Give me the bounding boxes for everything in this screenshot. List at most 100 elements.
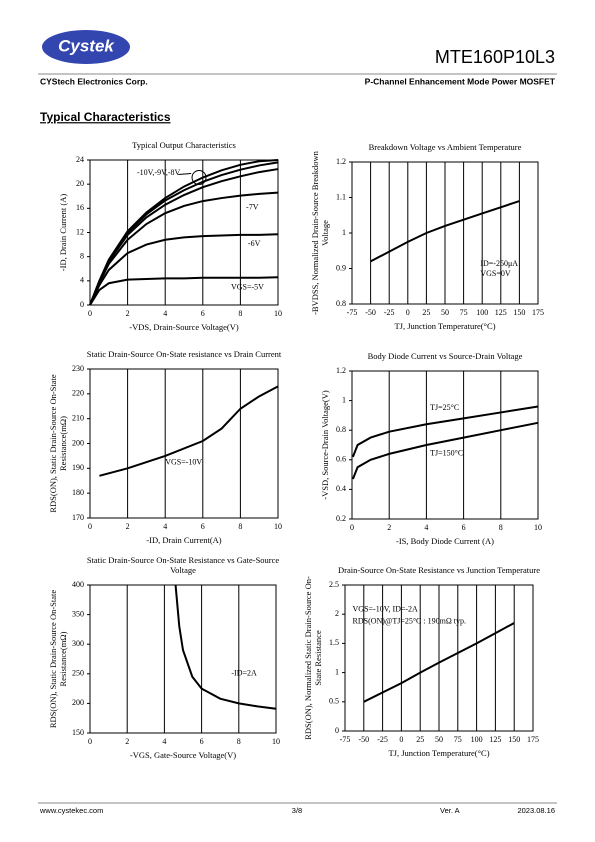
x-axis-label: TJ, Junction Temperature(°C) <box>394 321 495 331</box>
y-tick-label: 400 <box>72 580 84 589</box>
y-tick-label: 200 <box>72 438 84 447</box>
y-axis-label: RDS(ON), Static Drain-Source On-State <box>48 590 58 729</box>
x-tick-label: -50 <box>365 308 376 317</box>
y-tick-label: 2.5 <box>329 580 339 589</box>
data-line <box>363 622 515 703</box>
x-tick-label: 8 <box>238 522 242 531</box>
y-tick-label: 200 <box>72 698 84 707</box>
annotation: -10V,-9V,-8V <box>137 168 180 177</box>
y-tick-label: 1.5 <box>329 638 339 647</box>
x-tick-label: 4 <box>163 522 167 531</box>
x-tick-label: 10 <box>274 522 282 531</box>
chart-title: Static Drain-Source On-State resistance … <box>87 349 282 359</box>
y-tick-label: 180 <box>72 488 84 497</box>
x-axis-label: TJ, Junction Temperature(°C) <box>388 748 489 758</box>
x-tick-label: 2 <box>387 523 391 532</box>
chart-title: Static Drain-Source On-State Resistance … <box>87 555 280 565</box>
annotation: -6V <box>248 239 261 248</box>
highlight-circle <box>191 170 207 186</box>
pointer-arrow <box>178 173 192 175</box>
annotation: -ID=2A <box>231 669 257 678</box>
y-tick-label: 230 <box>72 364 84 373</box>
y-tick-label: 0.9 <box>336 263 346 272</box>
logo: Cystek <box>58 36 115 55</box>
section-title: Typical Characteristics <box>40 110 171 124</box>
x-tick-label: 2 <box>125 737 129 746</box>
x-tick-label: 50 <box>441 308 449 317</box>
chart-title: Typical Output Characteristics <box>132 140 236 150</box>
y-axis-label: Voltage <box>320 220 330 246</box>
x-tick-label: 10 <box>272 737 280 746</box>
x-tick-label: 8 <box>499 523 503 532</box>
chart-title: Body Diode Current vs Source-Drain Volta… <box>368 351 523 361</box>
company: CYStech Electronics Corp. <box>40 76 148 86</box>
x-tick-label: 125 <box>489 735 501 744</box>
data-line <box>351 421 539 480</box>
x-tick-label: 75 <box>454 735 462 744</box>
x-tick-label: 0 <box>88 522 92 531</box>
x-tick-label: 2 <box>126 522 130 531</box>
chart-title: Breakdown Voltage vs Ambient Temperature <box>369 142 522 152</box>
annotation: ID=-250μA <box>480 259 518 268</box>
x-tick-label: -75 <box>340 735 351 744</box>
annotation: VGS=-10V, ID=-2A <box>353 605 419 614</box>
y-tick-label: 0.4 <box>336 484 346 493</box>
x-tick-label: 175 <box>532 308 544 317</box>
data-line <box>174 584 277 710</box>
annotation: VGS=-10V <box>165 458 202 467</box>
y-axis-label: Resistance(mΩ) <box>58 416 68 471</box>
x-tick-label: 0 <box>88 309 92 318</box>
y-tick-label: 210 <box>72 413 84 422</box>
y-axis-label: Resistance(mΩ) <box>58 631 68 686</box>
version: Ver. A <box>440 806 460 815</box>
x-tick-label: 175 <box>527 735 539 744</box>
y-tick-label: 220 <box>72 389 84 398</box>
y-tick-label: 1 <box>342 395 346 404</box>
y-tick-label: 2 <box>335 609 339 618</box>
y-axis-label: -VSD, Source-Drain Voltage(V) <box>320 390 330 500</box>
x-tick-label: 125 <box>495 308 507 317</box>
y-tick-label: 1.1 <box>336 192 346 201</box>
y-tick-label: 300 <box>72 639 84 648</box>
y-tick-label: 170 <box>72 513 84 522</box>
x-axis-label: -IS, Body Diode Current (A) <box>396 536 494 546</box>
x-tick-label: 6 <box>201 309 205 318</box>
annotation: VGS=-5V <box>231 282 264 291</box>
y-axis-label: -BVDSS, Normalized Drain-Source Breakdow… <box>310 150 320 315</box>
x-tick-label: 75 <box>460 308 468 317</box>
x-axis-label: -VDS, Drain-Source Voltage(V) <box>129 322 239 332</box>
y-tick-label: 0 <box>80 300 84 309</box>
y-tick-label: 1 <box>342 228 346 237</box>
y-tick-label: 16 <box>76 203 84 212</box>
x-tick-label: -25 <box>384 308 395 317</box>
y-tick-label: 24 <box>76 155 84 164</box>
x-tick-label: 0 <box>350 523 354 532</box>
y-axis-label: RDS(ON), Static Drain-Source On-State <box>48 374 58 513</box>
chart-title: Drain-Source On-State Resistance vs Junc… <box>338 565 540 575</box>
y-tick-label: 0 <box>335 726 339 735</box>
y-tick-label: 1.2 <box>336 157 346 166</box>
website: www.cystekec.com <box>39 806 103 815</box>
x-tick-label: 0 <box>399 735 403 744</box>
y-tick-label: 8 <box>80 251 84 260</box>
data-line <box>370 200 520 263</box>
y-tick-label: 1.2 <box>336 366 346 375</box>
data-line <box>89 191 279 306</box>
y-tick-label: 20 <box>76 179 84 188</box>
x-tick-label: -25 <box>377 735 388 744</box>
x-tick-label: 100 <box>471 735 483 744</box>
page-number: 3/8 <box>292 806 302 815</box>
y-axis-label: RDS(ON), Normalized Static Drain-Source … <box>303 576 313 740</box>
data-line <box>351 405 539 458</box>
x-tick-label: 8 <box>238 309 242 318</box>
x-tick-label: 10 <box>274 309 282 318</box>
y-tick-label: 190 <box>72 463 84 472</box>
x-tick-label: 4 <box>162 737 166 746</box>
y-tick-label: 12 <box>76 227 84 236</box>
x-tick-label: 6 <box>462 523 466 532</box>
x-tick-label: 25 <box>422 308 430 317</box>
x-tick-label: 6 <box>201 522 205 531</box>
x-tick-label: 150 <box>513 308 525 317</box>
x-tick-label: 50 <box>435 735 443 744</box>
